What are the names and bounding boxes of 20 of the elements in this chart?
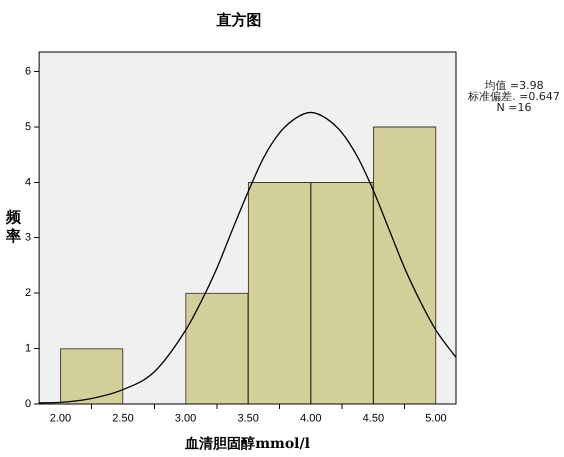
x-tick-label: 2.00	[50, 412, 72, 425]
x-tick-label: 3.00	[174, 412, 196, 425]
x-tick-label: 2.50	[112, 412, 134, 425]
text: 均值 =3.98	[484, 79, 544, 92]
x-tick-label: 4.50	[362, 412, 384, 425]
y-tick-label: 2	[24, 287, 32, 300]
x-axis-title: 血清胆固醇mmol/l	[184, 435, 310, 452]
y-tick-label: 6	[24, 65, 32, 78]
x-tick-label: 4.00	[300, 412, 322, 425]
x-tick-label: 3.50	[237, 412, 259, 425]
text: 标准偏差. =0.647	[467, 90, 561, 103]
y-tick-label: 0	[24, 398, 32, 410]
y-tick-label: 1	[24, 342, 32, 355]
chart-title: 直方图	[216, 10, 262, 29]
y-axis-title: 频率	[6, 208, 21, 246]
y-tick-label: 3	[24, 232, 32, 244]
text: N =16	[496, 101, 532, 114]
y-tick-label: 4	[24, 176, 32, 188]
y-tick-label: 5	[24, 120, 32, 133]
x-tick-label: 5.00	[425, 412, 447, 425]
